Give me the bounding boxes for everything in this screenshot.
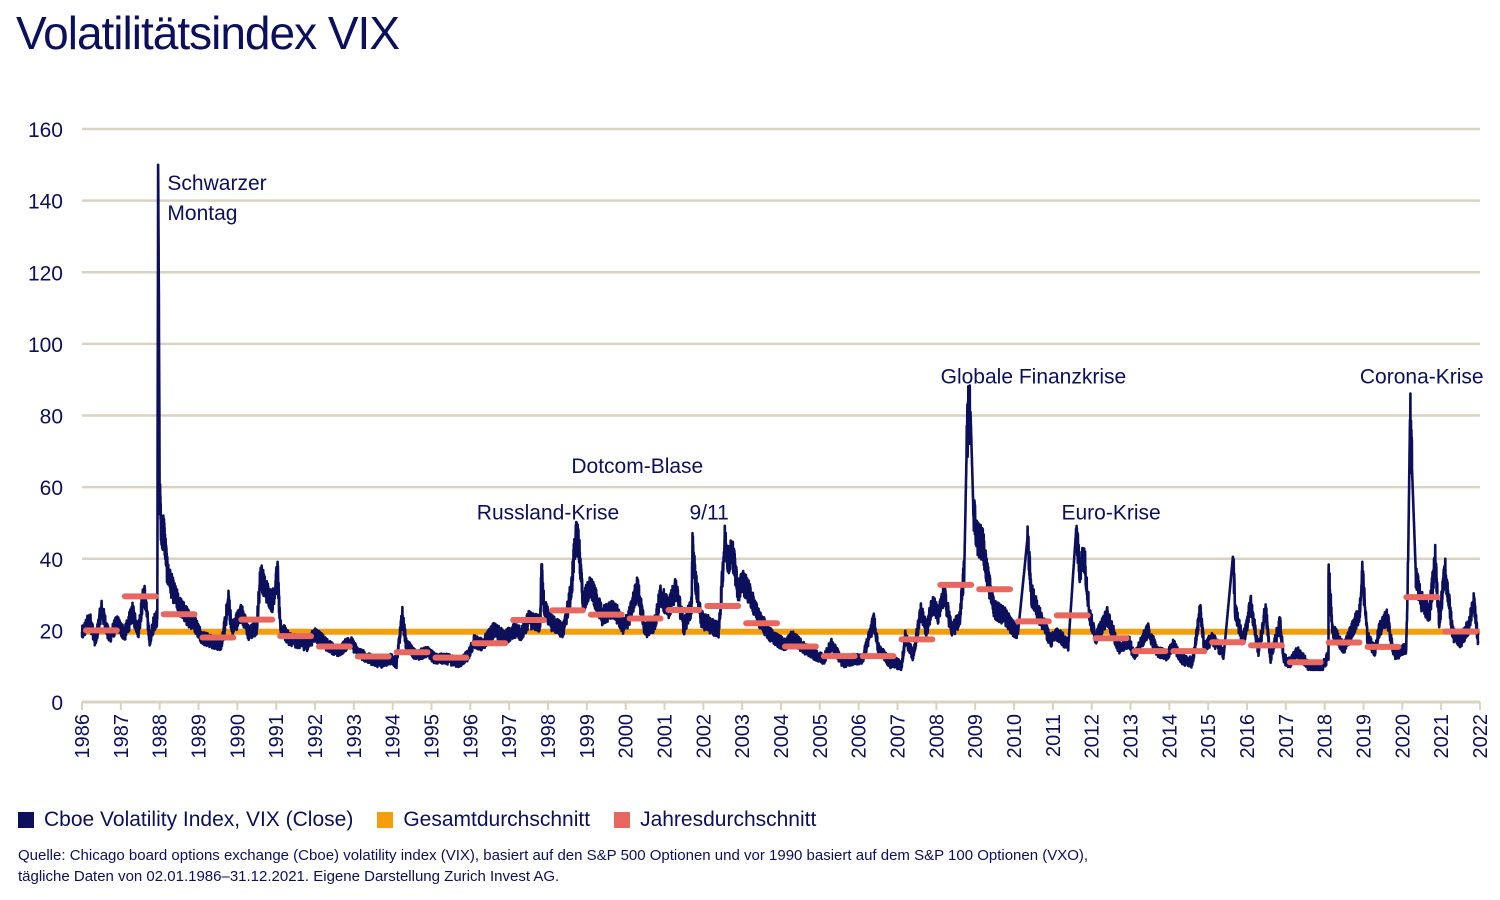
y-tick-label: 60 — [40, 477, 63, 500]
legend-swatch-vix — [18, 812, 34, 828]
x-tick-label: 2006 — [849, 714, 871, 759]
annotation-label: Dotcom-Blase — [571, 455, 703, 478]
legend-item-overall-average: Gesamtdurchschnitt — [377, 808, 590, 832]
legend: Cboe Volatility Index, VIX (Close) Gesam… — [18, 808, 840, 832]
y-axis-labels: 0 20 40 60 80 100 120 140 160 — [28, 119, 63, 715]
annotation-label: Russland-Krise — [477, 501, 619, 524]
x-tick-label: 2010 — [1004, 714, 1026, 759]
y-tick-label: 100 — [28, 334, 63, 357]
x-tick-label: 1987 — [111, 714, 133, 759]
y-tick-label: 120 — [28, 262, 63, 285]
annotation-label: Schwarzer — [167, 172, 266, 195]
legend-label-vix: Cboe Volatility Index, VIX (Close) — [44, 808, 354, 831]
x-tick-label: 1994 — [383, 714, 405, 759]
x-tick-label: 1991 — [266, 714, 288, 759]
annotations-layer: Schwarzer Montag Dotcom-Blase Russland-Kris… — [167, 172, 1483, 524]
vix-series-layer — [80, 163, 1480, 672]
source-line-1: Quelle: Chicago board options exchange (… — [18, 847, 1089, 864]
x-tick-label: 1998 — [538, 714, 560, 759]
legend-swatch-overall-average — [377, 812, 394, 828]
legend-item-vix: Cboe Volatility Index, VIX (Close) — [18, 808, 353, 832]
x-tick-label: 1997 — [499, 714, 521, 759]
x-tick-label: 2011 — [1043, 714, 1065, 757]
annotation-label: Montag — [167, 202, 237, 225]
x-tick-label: 1990 — [227, 714, 249, 759]
x-tick-label: 2015 — [1198, 714, 1220, 759]
x-tick-label: 2013 — [1121, 714, 1143, 759]
x-tick-label: 2020 — [1392, 714, 1414, 759]
x-tick-label: 2004 — [771, 714, 793, 759]
x-tick-label: 1999 — [577, 714, 599, 759]
source-line-2: tägliche Daten von 02.01.1986–31.12.2021… — [18, 868, 560, 885]
y-tick-label: 20 — [40, 620, 63, 643]
vix-series-line — [80, 163, 1480, 672]
y-tick-label: 40 — [40, 549, 63, 572]
y-tick-label: 140 — [28, 191, 63, 214]
x-tick-label: 2007 — [888, 714, 910, 759]
chart-title: Volatilitätsindex VIX — [16, 7, 400, 59]
x-tick-label: 2017 — [1276, 714, 1298, 759]
x-tick-label: 1986 — [72, 714, 94, 759]
annotation-label: Euro-Krise — [1061, 501, 1160, 524]
annotation-label: Corona-Krise — [1360, 365, 1484, 388]
x-tick-label: 2009 — [965, 714, 987, 759]
x-tick-label: 2005 — [810, 714, 832, 759]
source-note: Quelle: Chicago board options exchange (… — [18, 845, 1478, 887]
x-tick-label: 2021 — [1431, 714, 1453, 759]
x-tick-label: 2000 — [616, 714, 638, 759]
legend-label-overall-average: Gesamtdurchschnitt — [403, 808, 591, 831]
x-tick-label: 2002 — [693, 714, 715, 759]
legend-label-annual-average: Jahresdurchschnitt — [640, 808, 817, 831]
x-tick-label: 1989 — [189, 714, 211, 759]
x-tick-label: 2019 — [1354, 714, 1376, 759]
x-tick-label: 2016 — [1237, 714, 1259, 759]
y-tick-label: 160 — [28, 119, 63, 142]
grid-lines — [82, 127, 1480, 704]
x-tick-label: 1988 — [150, 714, 172, 759]
x-tick-label: 2001 — [655, 714, 677, 759]
x-tick-label: 1996 — [460, 714, 482, 759]
x-axis: 1986 1987 1988 1989 1990 1991 1992 1993 1994 1995… — [72, 702, 1492, 759]
annotation-label: Globale Finanzkrise — [941, 365, 1127, 388]
x-tick-label: 1993 — [344, 714, 366, 759]
annotation-label: 9/11 — [689, 501, 728, 524]
x-tick-label: 2022 — [1470, 714, 1492, 759]
x-tick-label: 1992 — [305, 714, 327, 759]
x-tick-label: 1995 — [422, 714, 444, 759]
x-tick-label: 2008 — [926, 714, 948, 759]
x-tick-label: 2018 — [1315, 714, 1337, 759]
x-tick-label: 2003 — [732, 714, 754, 759]
x-tick-label: 2014 — [1159, 714, 1181, 759]
legend-item-annual-average: Jahresdurchschnitt — [614, 808, 816, 832]
legend-swatch-annual-average — [614, 812, 631, 828]
y-tick-label: 0 — [51, 692, 63, 715]
x-tick-label: 2012 — [1082, 714, 1104, 759]
y-tick-label: 80 — [40, 406, 63, 429]
annual-averages-layer — [83, 581, 1479, 666]
